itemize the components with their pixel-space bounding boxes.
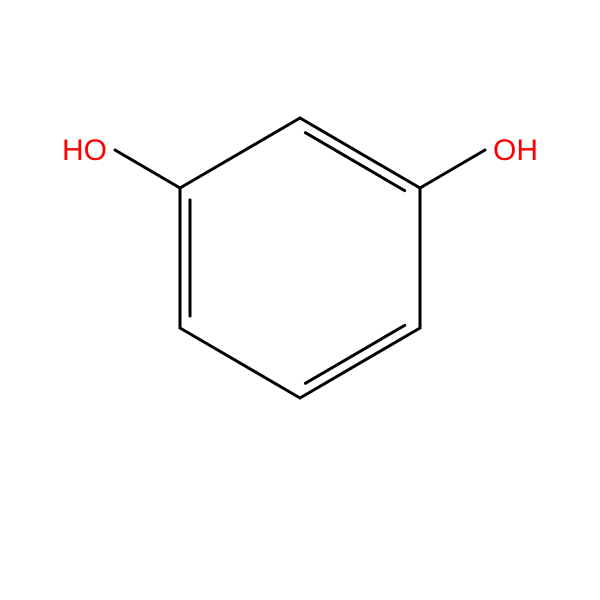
bond-line [305,325,404,383]
atom-label: HO [62,134,107,167]
bond-line [300,328,420,398]
bond-line [305,133,404,191]
bond-line [420,150,485,188]
bond-line [300,118,420,188]
bond-line [180,118,300,188]
bond-line [180,328,300,398]
bond-line [115,150,180,188]
atom-label: OH [493,134,538,167]
chemical-structure: OH HO [0,0,600,600]
